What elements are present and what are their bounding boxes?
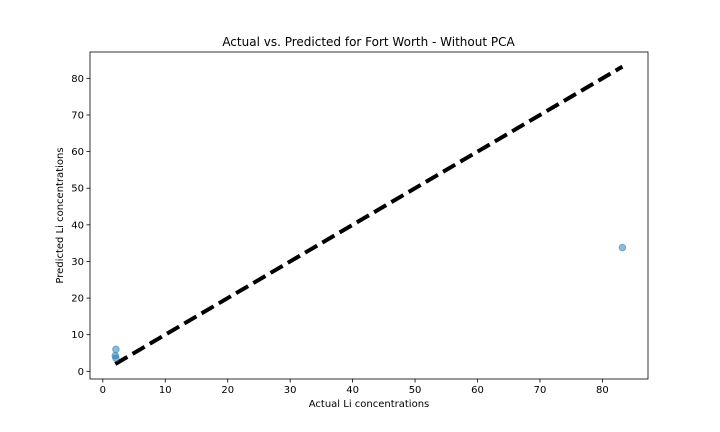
y-tick-label: 70 xyxy=(71,110,84,121)
x-tick-label: 80 xyxy=(596,385,609,396)
y-tick-label: 0 xyxy=(78,367,84,378)
x-tick-label: 0 xyxy=(100,385,106,396)
y-axis-title: Predicted Li concentrations xyxy=(55,147,66,283)
y-tick-label: 60 xyxy=(71,147,84,158)
ideal-fit-line xyxy=(114,64,624,366)
data-points-layer xyxy=(111,243,627,362)
plot-area: 0 10 20 30 40 50 60 70 80 0 10 20 30 40 50 60 70 80 xyxy=(71,51,649,396)
y-tick-label: 10 xyxy=(71,330,84,341)
scatter-point xyxy=(618,243,627,252)
x-tick-label: 40 xyxy=(346,385,359,396)
x-tick-label: 60 xyxy=(471,385,484,396)
x-axis-title: Actual Li concentrations xyxy=(309,399,430,410)
y-axis-ticks: 0 10 20 30 40 50 60 70 80 xyxy=(71,74,90,378)
x-tick-label: 50 xyxy=(409,385,422,396)
y-tick-label: 40 xyxy=(71,220,84,231)
y-tick-label: 80 xyxy=(71,74,84,85)
x-tick-label: 10 xyxy=(159,385,172,396)
scatter-point xyxy=(112,354,120,362)
x-axis-ticks: 0 10 20 30 40 50 60 70 80 xyxy=(100,379,609,396)
reference-line-layer xyxy=(114,64,624,366)
chart-title: Actual vs. Predicted for Fort Worth - Wi… xyxy=(222,35,515,49)
scatter-point xyxy=(112,345,120,354)
x-tick-label: 20 xyxy=(221,385,234,396)
y-tick-label: 20 xyxy=(71,294,84,305)
x-tick-label: 70 xyxy=(534,385,547,396)
y-tick-label: 50 xyxy=(71,184,84,195)
x-tick-label: 30 xyxy=(284,385,297,396)
y-tick-label: 30 xyxy=(71,257,84,268)
